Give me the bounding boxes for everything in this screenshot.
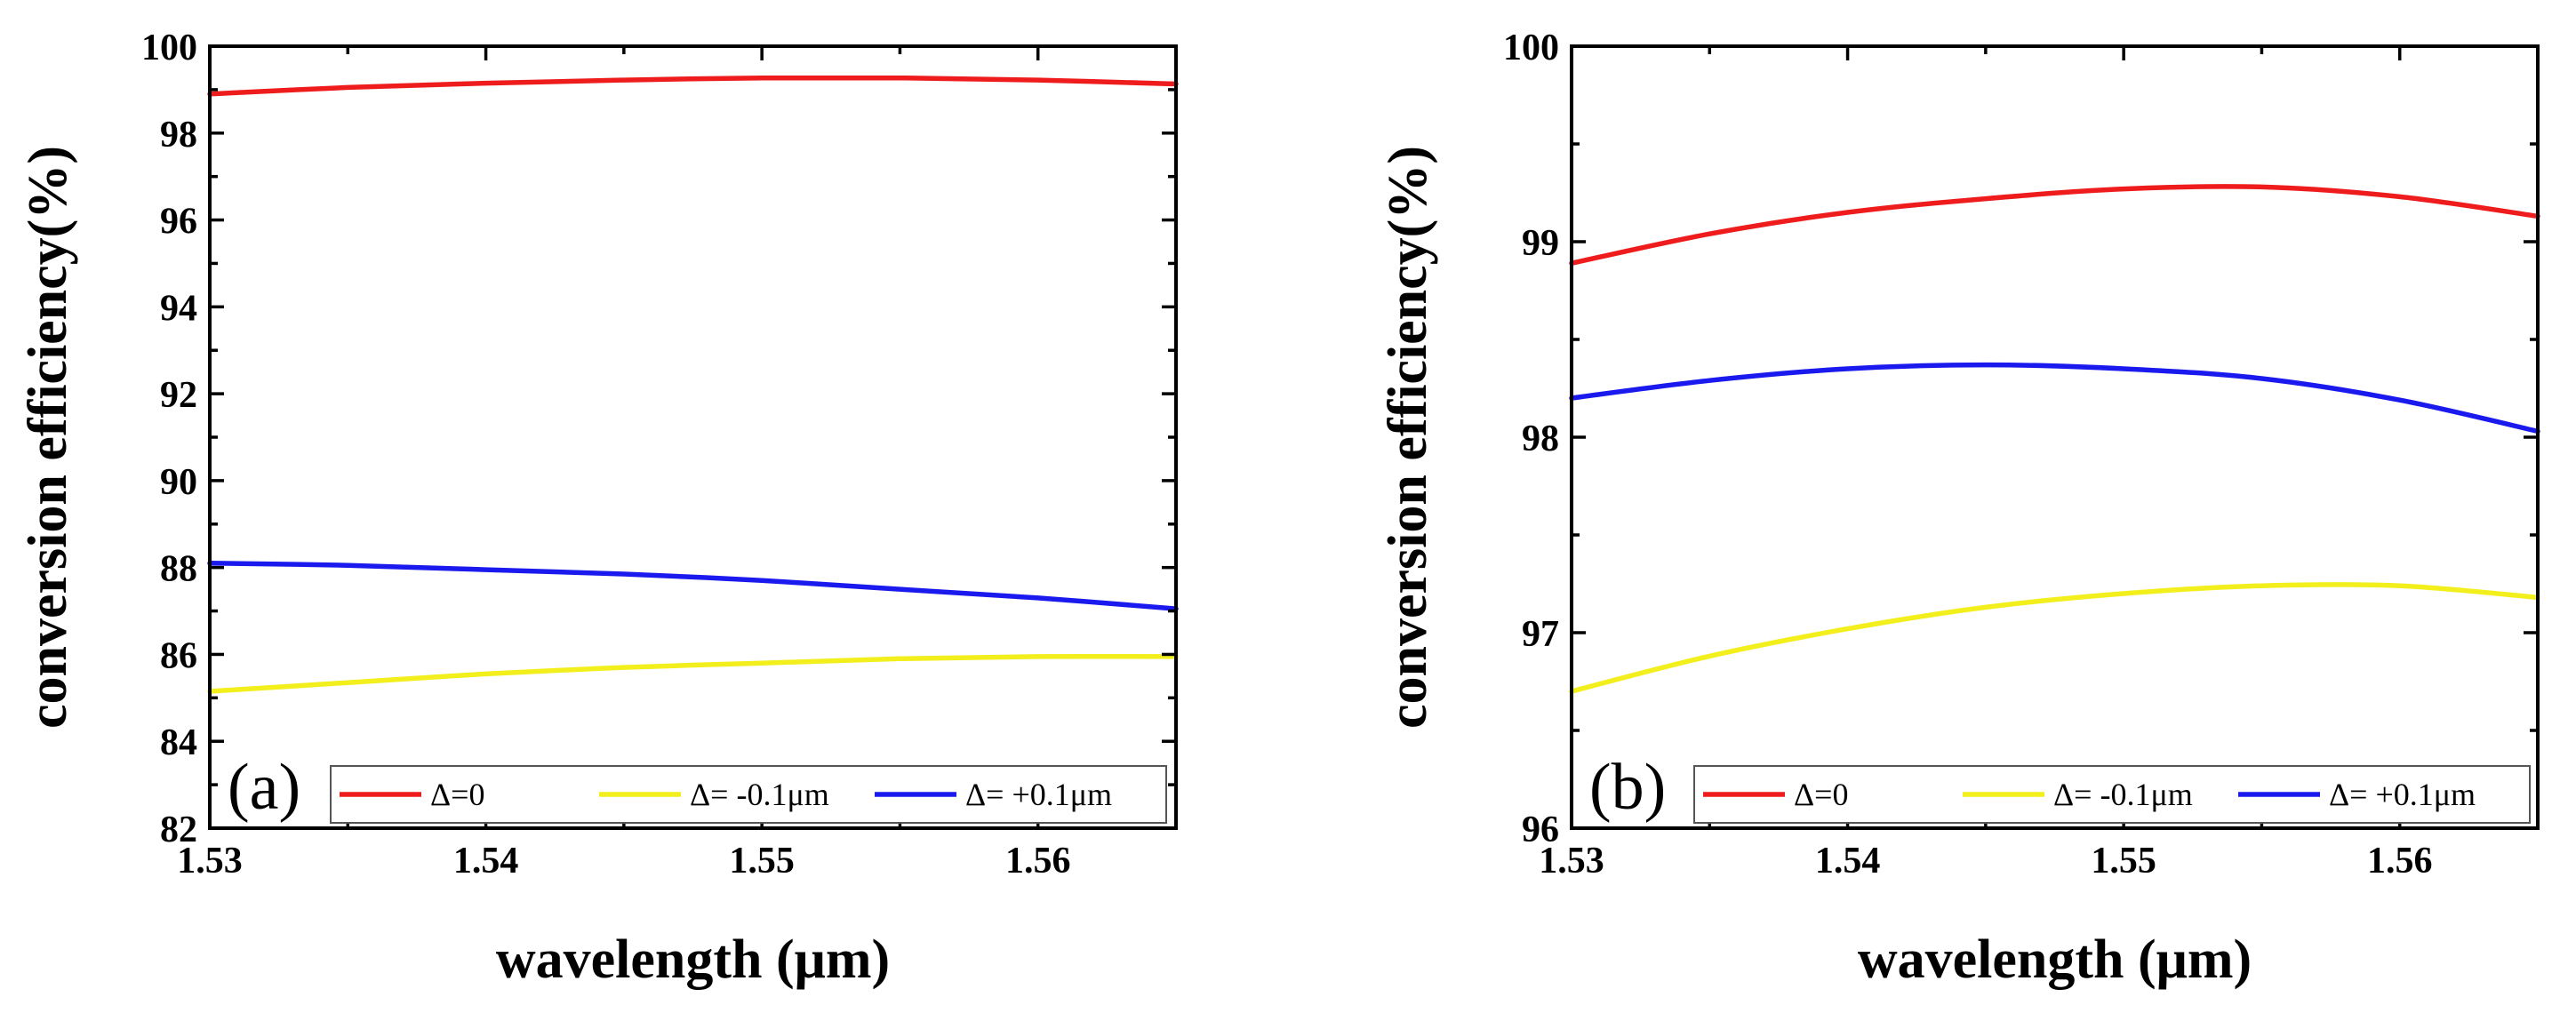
y-tick-label: 94 <box>160 288 197 329</box>
legend-entry-1: Δ= -0.1μm <box>690 777 829 812</box>
y-axis-title: conversion efficiency(%) <box>1378 146 1438 729</box>
series-line-2 <box>1569 362 2540 435</box>
x-tick-label: 1.53 <box>1539 841 1604 881</box>
legend-entry-1: Δ= -0.1μm <box>2053 777 2193 812</box>
y-tick-label: 98 <box>160 115 197 156</box>
y-tick-label: 86 <box>160 635 197 676</box>
y-tick-label: 96 <box>1522 810 1559 850</box>
series-line-0 <box>207 75 1179 97</box>
legend-box <box>330 765 1167 824</box>
y-axis-title: conversion efficiency(%) <box>18 146 78 729</box>
y-tick-label: 97 <box>1522 614 1559 655</box>
panel-a: 1.53 1.54 1.55 1.56 82 84 86 88 90 92 94 96 98 100 wav… <box>18 28 1179 990</box>
x-tick-label: 1.56 <box>1005 841 1071 881</box>
x-axis-title: wavelength (μm) <box>496 929 890 990</box>
y-tick-label: 100 <box>141 28 197 68</box>
y-tick-label: 90 <box>160 462 197 503</box>
y-tick-label: 100 <box>1503 28 1559 68</box>
x-tick-label: 1.53 <box>177 841 243 881</box>
x-tick-label: 1.55 <box>2091 841 2156 881</box>
y-tick-label: 84 <box>160 722 197 763</box>
legend-box <box>1693 765 2531 824</box>
series-line-2 <box>207 561 1179 611</box>
x-tick-label: 1.55 <box>729 841 795 881</box>
series-line-1 <box>207 653 1179 694</box>
legend-entry-2: Δ= +0.1μm <box>965 777 1112 812</box>
plot-frame <box>1570 44 2540 830</box>
x-tick-label: 1.56 <box>2367 841 2433 881</box>
y-tick-label: 96 <box>160 202 197 243</box>
y-tick-label: 98 <box>1522 419 1559 459</box>
y-tick-label: 92 <box>160 375 197 416</box>
x-tick-label: 1.54 <box>453 841 519 881</box>
x-axis-title: wavelength (μm) <box>1858 929 2252 990</box>
series-line-1 <box>1569 582 2540 694</box>
legend-entry-0: Δ=0 <box>430 777 484 812</box>
x-tick-label: 1.54 <box>1815 841 1881 881</box>
panel-label: (b) <box>1589 751 1666 824</box>
y-tick-label: 99 <box>1522 223 1559 264</box>
legend-entry-0: Δ=0 <box>1794 777 1848 812</box>
legend-entry-2: Δ= +0.1μm <box>2329 777 2476 812</box>
y-tick-label: 88 <box>160 549 197 590</box>
plot-frame <box>208 44 1178 830</box>
panel-label: (a) <box>228 751 300 824</box>
y-tick-label: 82 <box>160 810 197 850</box>
panel-b: 1.53 1.54 1.55 1.56 96 97 98 99 100 wavelength (μ… <box>1378 28 2540 990</box>
series-line-0 <box>1569 184 2540 266</box>
